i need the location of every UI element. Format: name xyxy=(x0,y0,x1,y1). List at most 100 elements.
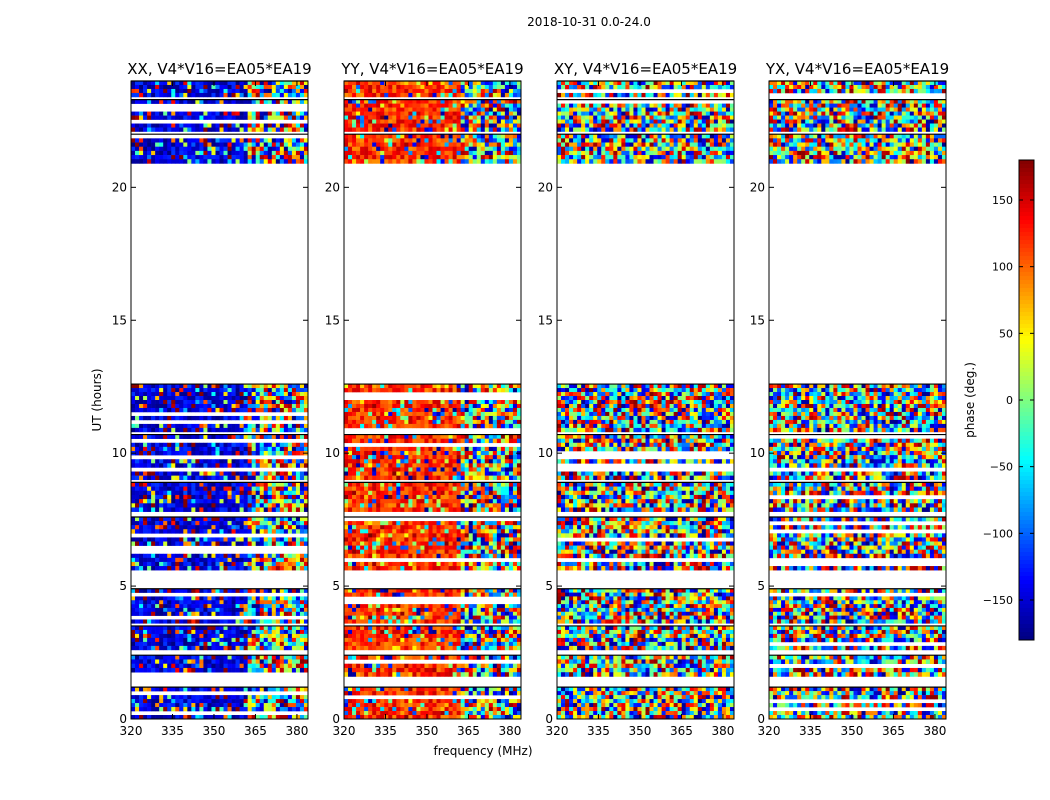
heatmap-cell xyxy=(432,707,437,712)
heatmap-cell xyxy=(468,604,474,609)
heatmap-cell xyxy=(279,396,285,401)
heatmap-cell xyxy=(508,537,514,542)
heatmap-cell xyxy=(135,403,140,409)
heatmap-cell xyxy=(303,446,309,452)
heatmap-cell xyxy=(175,699,180,704)
heatmap-cell xyxy=(219,625,224,631)
heatmap-cell xyxy=(247,84,252,90)
heatmap-cell xyxy=(135,494,140,500)
heatmap-cell xyxy=(171,450,176,456)
heatmap-cell xyxy=(215,596,220,601)
heatmap-cell xyxy=(179,607,184,613)
heatmap-cell xyxy=(171,482,176,487)
heatmap-cell xyxy=(404,521,409,526)
heatmap-cell xyxy=(259,490,265,496)
heatmap-cell xyxy=(187,150,192,156)
heatmap-cell xyxy=(432,619,437,624)
heatmap-cell xyxy=(287,142,293,147)
heatmap-cell xyxy=(147,490,152,496)
heatmap-cell xyxy=(179,695,184,700)
heatmap-cell xyxy=(516,655,522,660)
heatmap-cell xyxy=(512,553,518,559)
heatmap-cell xyxy=(199,604,204,609)
heatmap-cell xyxy=(215,588,220,593)
heatmap-cell xyxy=(247,715,252,720)
heatmap-cell xyxy=(376,604,381,609)
heatmap-cell xyxy=(404,641,409,647)
heatmap-cell xyxy=(492,715,498,720)
heatmap-cell xyxy=(147,142,152,147)
heatmap-cell xyxy=(416,482,421,487)
heatmap-cell xyxy=(372,619,377,624)
heatmap-cell xyxy=(255,142,261,147)
heatmap-cell xyxy=(291,150,297,156)
heatmap-cell xyxy=(211,482,216,487)
heatmap-cell xyxy=(279,138,285,143)
heatmap-cell xyxy=(472,703,478,708)
heatmap-cell xyxy=(191,81,196,86)
heatmap-cell xyxy=(348,615,353,620)
heatmap-cell xyxy=(179,388,184,393)
heatmap-cell xyxy=(416,663,421,669)
heatmap-cell xyxy=(187,699,192,704)
heatmap-cell xyxy=(368,641,373,647)
heatmap-cell xyxy=(364,699,369,704)
heatmap-cell xyxy=(223,494,228,500)
heatmap-cell xyxy=(271,490,277,496)
heatmap-cell xyxy=(243,123,248,128)
heatmap-cell xyxy=(235,499,240,504)
heatmap-cell xyxy=(255,407,261,413)
heatmap-cell xyxy=(344,486,349,492)
heatmap-cell xyxy=(243,88,248,94)
heatmap-cell xyxy=(348,525,353,530)
heatmap-cell xyxy=(448,619,453,624)
heatmap-cell xyxy=(247,499,252,504)
heatmap-cell xyxy=(267,159,273,164)
heatmap-cell xyxy=(267,490,273,496)
heatmap-cell xyxy=(235,600,240,605)
heatmap-cell xyxy=(243,707,248,712)
heatmap-cell xyxy=(223,633,228,639)
heatmap-cell xyxy=(279,633,285,639)
heatmap-cell xyxy=(151,604,156,609)
heatmap-cell xyxy=(223,392,228,397)
heatmap-cell xyxy=(243,146,248,152)
heatmap-cell xyxy=(468,645,474,651)
heatmap-cell xyxy=(139,138,144,143)
heatmap-cell xyxy=(227,155,232,160)
heatmap-cell xyxy=(492,561,498,567)
heatmap-cell xyxy=(239,159,244,164)
heatmap-cell xyxy=(239,400,244,405)
heatmap-cell xyxy=(287,541,293,546)
heatmap-cell xyxy=(219,459,224,464)
heatmap-cell xyxy=(356,672,361,677)
heatmap-cell xyxy=(360,629,365,635)
heatmap-cell xyxy=(227,516,232,522)
heatmap-cell xyxy=(408,545,413,550)
heatmap-cell xyxy=(159,150,164,156)
heatmap-cell xyxy=(211,641,216,647)
heatmap-cell xyxy=(203,123,208,128)
heatmap-cell xyxy=(203,150,208,156)
heatmap-cell xyxy=(179,486,184,492)
heatmap-cell xyxy=(187,482,192,487)
heatmap-cell xyxy=(472,615,478,620)
heatmap-cell xyxy=(207,146,212,152)
heatmap-cell xyxy=(460,707,465,712)
heatmap-cell xyxy=(183,553,188,559)
heatmap-cell xyxy=(344,592,349,597)
heatmap-cell xyxy=(344,663,349,669)
heatmap-cell xyxy=(171,499,176,504)
heatmap-cell xyxy=(211,633,216,639)
heatmap-cell xyxy=(203,463,208,468)
heatmap-cell xyxy=(299,588,305,593)
heatmap-cell xyxy=(356,703,361,708)
heatmap-cell xyxy=(263,588,269,593)
heatmap-cell xyxy=(243,486,248,492)
heatmap-cell xyxy=(187,423,192,429)
heatmap-cell xyxy=(287,159,293,164)
heatmap-cell xyxy=(460,549,465,555)
heatmap-cell xyxy=(372,663,377,669)
heatmap-cell xyxy=(235,138,240,143)
heatmap-cell xyxy=(440,549,445,555)
